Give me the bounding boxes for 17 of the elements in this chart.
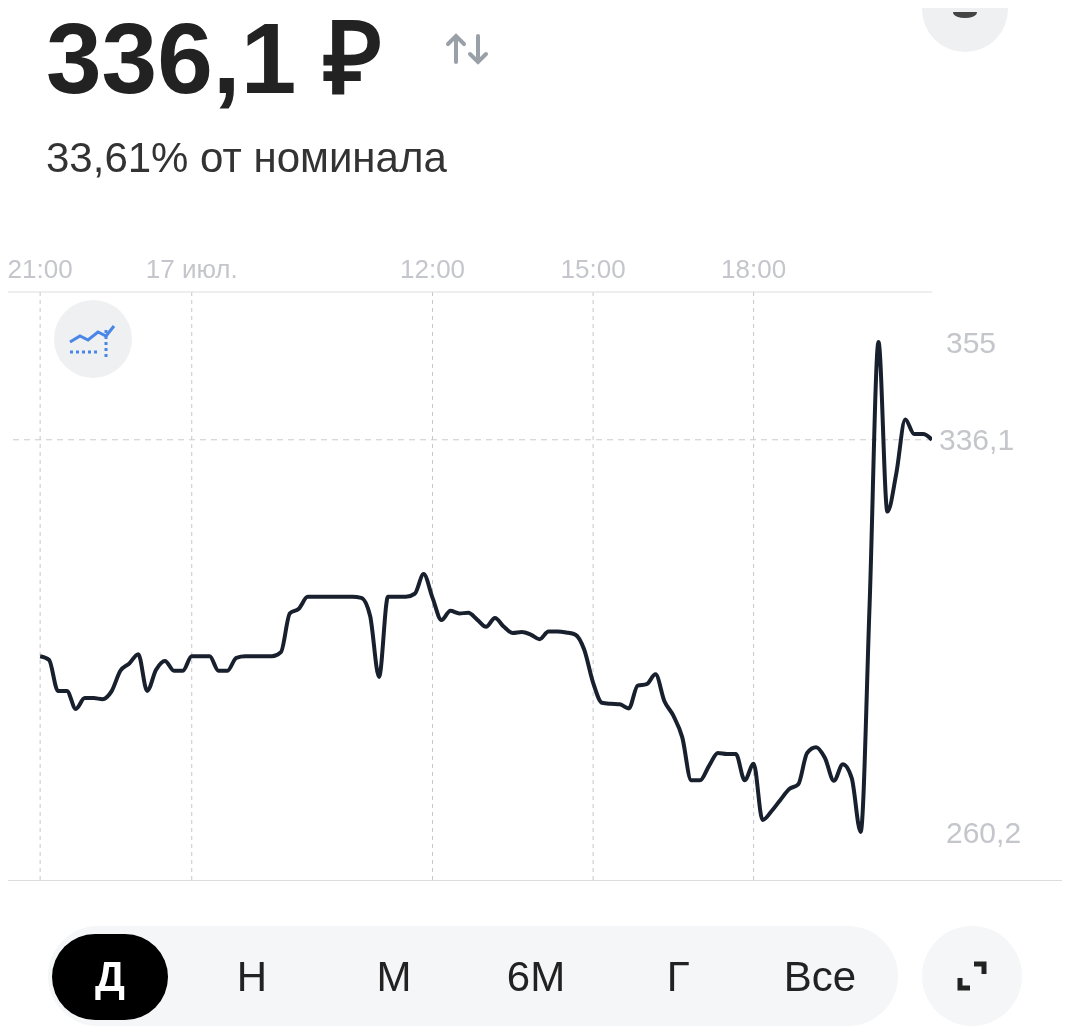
x-tick-label: 15:00 [560,254,626,284]
x-tick-label: 21:00 [7,254,73,284]
y-tick-label: 355 [946,325,997,359]
x-tick-label: 18:00 [721,254,787,284]
x-tick-label: 12:00 [400,254,466,284]
x-tick-label: 17 июл. [145,254,238,284]
text: Все [782,952,858,1002]
chart-title: 336,1 ₽ [46,7,383,116]
line-series [38,340,932,834]
text: 6М [505,952,567,1002]
text: М [375,952,413,1002]
y-tick-label: 260,2 [946,815,1022,849]
ref-line-label: 336,1 [939,423,1015,457]
text: Д [52,934,168,1020]
text: Г [665,952,691,1002]
chart-subtitle: 33,61% от номинала [46,134,447,182]
text: Н [235,952,269,1002]
